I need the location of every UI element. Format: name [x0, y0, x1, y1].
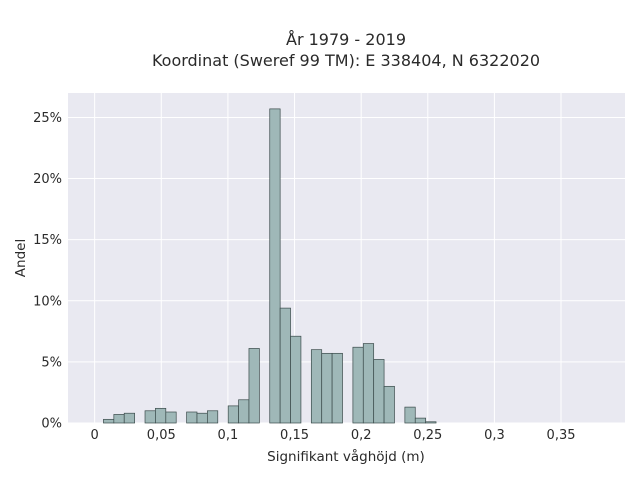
- histogram-bar: [404, 406, 416, 424]
- histogram-bar: [155, 407, 167, 424]
- histogram-bar: [103, 418, 115, 424]
- tick-labels: 0 0,05 0,1 0,15 0,2 0,25 0,3 0,35 0% 5% 10% 15% 20% 2…: [33, 111, 575, 443]
- histogram-bar: [207, 410, 219, 424]
- histogram-bar: [144, 410, 156, 424]
- histogram-bar: [321, 352, 333, 424]
- histogram-bar: [414, 417, 427, 424]
- y-tick-label: 25%: [33, 111, 62, 126]
- x-tick-label: 0: [91, 428, 99, 443]
- chart-title-line2: Koordinat (Sweref 99 TM): E 338404, N 63…: [152, 51, 540, 70]
- histogram-bar: [248, 348, 260, 424]
- histogram-bar: [113, 414, 125, 424]
- histogram-bar: [352, 346, 364, 424]
- histogram-bar: [279, 307, 291, 424]
- x-tick-label: 0,05: [147, 428, 176, 443]
- histogram-bar: [373, 359, 385, 424]
- x-axis-label: Signifikant våghöjd (m): [267, 448, 425, 465]
- y-tick-label: 15%: [33, 233, 62, 248]
- histogram-bar: [123, 412, 135, 424]
- chart-title-line1: År 1979 - 2019: [286, 30, 406, 49]
- histogram-bar: [331, 352, 343, 424]
- histogram-bar: [165, 411, 177, 424]
- histogram-bar: [383, 385, 395, 424]
- histogram-bar: [425, 421, 437, 424]
- x-tick-label: 0,35: [547, 428, 576, 443]
- grid-lines: [68, 93, 625, 424]
- y-tick-label: 20%: [33, 172, 62, 187]
- plot-area: [68, 93, 625, 423]
- x-tick-label: 0,25: [413, 428, 442, 443]
- histogram-bar: [290, 335, 302, 424]
- y-tick-label: 0%: [41, 417, 62, 432]
- x-tick-label: 0,15: [280, 428, 309, 443]
- bars: [103, 108, 437, 424]
- y-axis-label: Andel: [13, 239, 29, 277]
- histogram-bar: [227, 405, 239, 424]
- x-tick-label: 0,3: [484, 428, 505, 443]
- histogram-bar: [196, 412, 208, 424]
- histogram-bar: [269, 108, 281, 424]
- y-tick-label: 5%: [41, 355, 62, 370]
- x-tick-label: 0,2: [351, 428, 372, 443]
- histogram-bar: [310, 349, 323, 424]
- x-tick-label: 0,1: [218, 428, 239, 443]
- histogram-bar: [362, 343, 375, 424]
- y-tick-label: 10%: [33, 294, 62, 309]
- histogram-bar: [238, 399, 250, 424]
- histogram-bar: [186, 411, 198, 424]
